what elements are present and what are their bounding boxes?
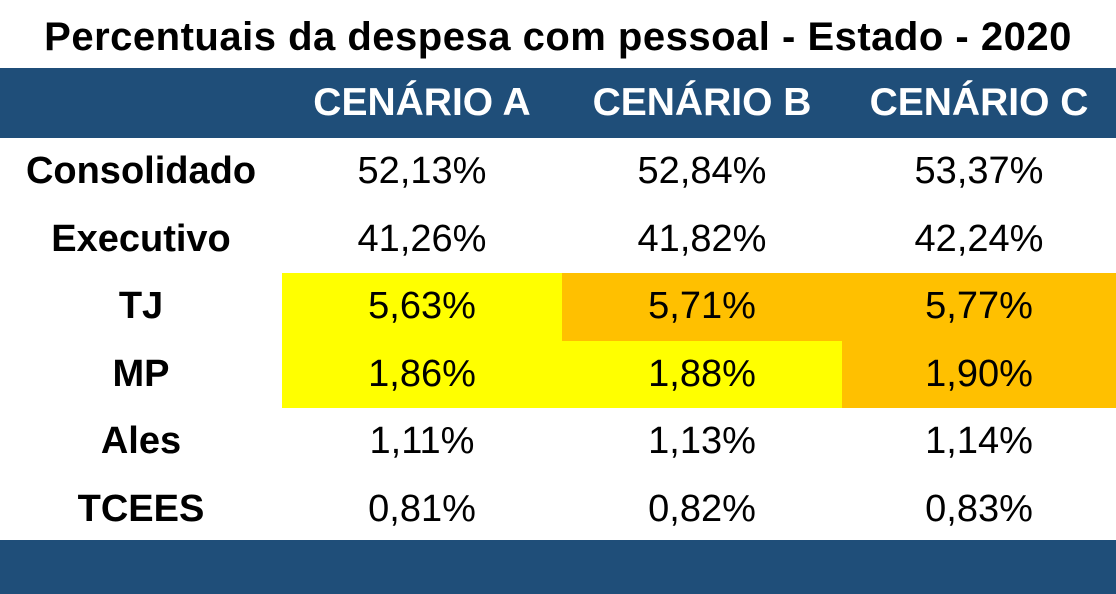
table-cell: 52,84% <box>637 150 767 192</box>
table-cell: 42,24% <box>914 217 1044 260</box>
column-header-a: CENÁRIO A <box>313 81 531 124</box>
table-cell: 0,83% <box>925 487 1033 530</box>
table-cell: 52,13% <box>357 150 487 192</box>
table-cell: 5,77% <box>842 273 1116 341</box>
column-header-c: CENÁRIO C <box>869 81 1089 124</box>
table-cell: 41,26% <box>357 217 487 260</box>
table-title: Percentuais da despesa com pessoal - Est… <box>44 15 1072 59</box>
row-label: Executivo <box>51 217 231 260</box>
table-cell: 5,63% <box>282 273 562 341</box>
row-label: Consolidado <box>25 150 257 192</box>
table-cell: 1,13% <box>648 420 756 462</box>
table-cell: 1,90% <box>842 340 1116 408</box>
table-cell: 1,11% <box>369 420 475 462</box>
header-band <box>0 68 1116 138</box>
row-label: TJ <box>118 285 164 327</box>
table-cell: 0,82% <box>648 487 756 530</box>
table-cell: 5,71% <box>562 273 842 341</box>
table-cell: 1,14% <box>925 420 1033 462</box>
table-cell: 1,88% <box>562 340 842 408</box>
row-label: Ales <box>100 420 182 462</box>
table-cell: 1,86% <box>282 340 562 408</box>
footer-band <box>0 540 1116 594</box>
table-cell: 0,81% <box>368 487 476 530</box>
table-cell: 41,82% <box>637 217 767 260</box>
table-cell: 53,37% <box>914 150 1044 192</box>
row-label: TCEES <box>77 487 205 530</box>
row-label: MP <box>112 352 170 395</box>
column-header-b: CENÁRIO B <box>592 81 812 124</box>
